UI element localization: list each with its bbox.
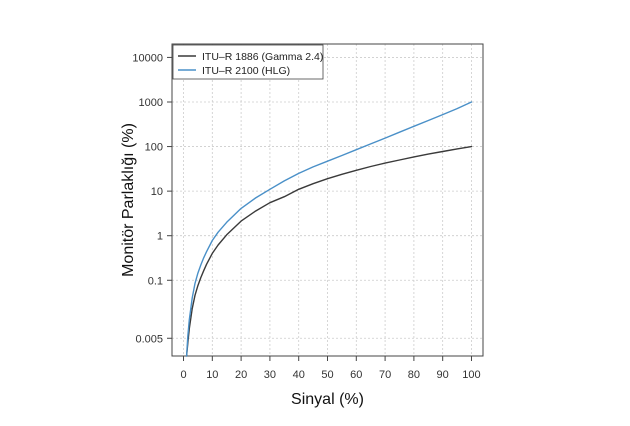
x-tick-label: 30 (264, 369, 276, 381)
legend-box (172, 44, 324, 80)
y-tick-label: 0.005 (135, 333, 163, 345)
y-tick-label: 10000 (132, 52, 163, 64)
y-tick-label: 10 (151, 186, 163, 198)
x-tick-label: 20 (235, 369, 247, 381)
x-tick-label: 70 (379, 369, 391, 381)
y-tick-label: 1000 (139, 97, 163, 109)
x-axis-title: Sinyal (%) (291, 391, 364, 408)
y-axis: 0.005 0.1 1 10 100 1000 10000 (132, 52, 172, 345)
legend-label-itu-r-2100: ITU–R 2100 (HLG) (202, 65, 290, 77)
x-axis: 0 10 20 30 40 50 60 70 80 90 100 (180, 356, 481, 381)
y-tick-label: 1 (157, 231, 163, 243)
x-tick-label: 10 (206, 369, 218, 381)
y-tick-label: 0.1 (148, 275, 163, 287)
series-line-itu-r-1886 (185, 145, 473, 357)
series-layer (185, 101, 473, 357)
series-line-itu-r-2100 (185, 101, 473, 357)
grid-lines (172, 44, 483, 356)
legend: ITU–R 1886 (Gamma 2.4) ITU–R 2100 (HLG) (172, 44, 324, 80)
x-tick-label: 50 (321, 369, 333, 381)
x-tick-label: 0 (180, 369, 186, 381)
legend-label-itu-r-1886: ITU–R 1886 (Gamma 2.4) (202, 51, 323, 63)
x-tick-label: 80 (408, 369, 420, 381)
y-tick-label: 100 (145, 142, 163, 154)
x-tick-label: 40 (293, 369, 305, 381)
x-tick-label: 100 (462, 369, 480, 381)
x-tick-label: 60 (350, 369, 362, 381)
y-axis-title: Monitör Parlaklığı (%) (120, 123, 137, 277)
x-tick-label: 90 (437, 369, 449, 381)
